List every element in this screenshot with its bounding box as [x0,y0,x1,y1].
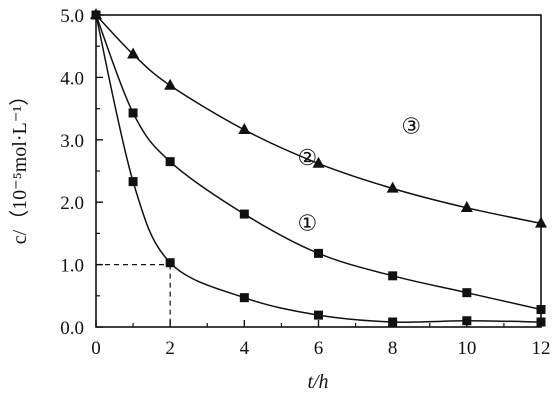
x-axis-label: t/h [307,371,328,393]
data-point-square [462,316,472,326]
data-point-square [536,305,546,315]
y-tick-label: 2.0 [60,193,84,214]
plot-area-frame [95,14,542,328]
x-tick-label: 0 [91,338,101,359]
data-point-triangle [164,78,177,90]
data-point-square [128,177,138,187]
x-tick-label: 12 [532,338,551,359]
data-point-triangle [460,200,473,212]
curve-label-2: ② [298,145,318,170]
data-point-triangle [312,156,325,168]
x-axis-ticks: 0 2 4 6 8 10 12 [91,320,551,359]
data-point-triangle [238,122,251,134]
y-axis-label: c/（10⁻⁵mol·L⁻¹） [8,86,31,245]
x-tick-label: 2 [165,338,175,359]
y-tick-label: 3.0 [60,131,84,152]
series-line-3 [95,14,542,225]
reference-dashed-lines [96,264,171,327]
x-tick-label: 10 [457,338,476,359]
data-point-triangle [127,47,140,59]
data-point-square [388,317,398,327]
curve-label-3: ③ [401,114,421,139]
data-point-square [314,248,323,258]
y-tick-label: 5.0 [60,6,84,27]
data-point-square [239,293,249,303]
x-tick-label: 4 [240,338,250,359]
data-point-square [128,108,138,118]
y-axis-ticks: 0.0 1.0 2.0 3.0 4.0 5.0 [60,6,103,339]
x-tick-label: 6 [314,338,324,359]
data-point-square [536,317,546,327]
series-curves [95,14,542,323]
series-line-1 [95,14,542,323]
series-markers [90,8,547,327]
y-tick-label: 4.0 [60,68,84,89]
data-point-square [462,288,472,298]
curve-label-1: ① [298,210,318,235]
x-tick-label: 8 [388,338,398,359]
curve-labels: ① ② ③ [298,114,422,236]
data-point-square [239,209,249,219]
data-point-triangle [386,181,399,193]
data-point-square [165,157,175,167]
data-point-triangle [535,216,547,228]
data-point-square [388,271,398,281]
data-point-square [314,310,323,320]
y-tick-label: 1.0 [60,256,84,277]
data-point-triangle [90,8,102,20]
data-point-square [165,258,175,268]
y-tick-label: 0.0 [60,318,84,339]
